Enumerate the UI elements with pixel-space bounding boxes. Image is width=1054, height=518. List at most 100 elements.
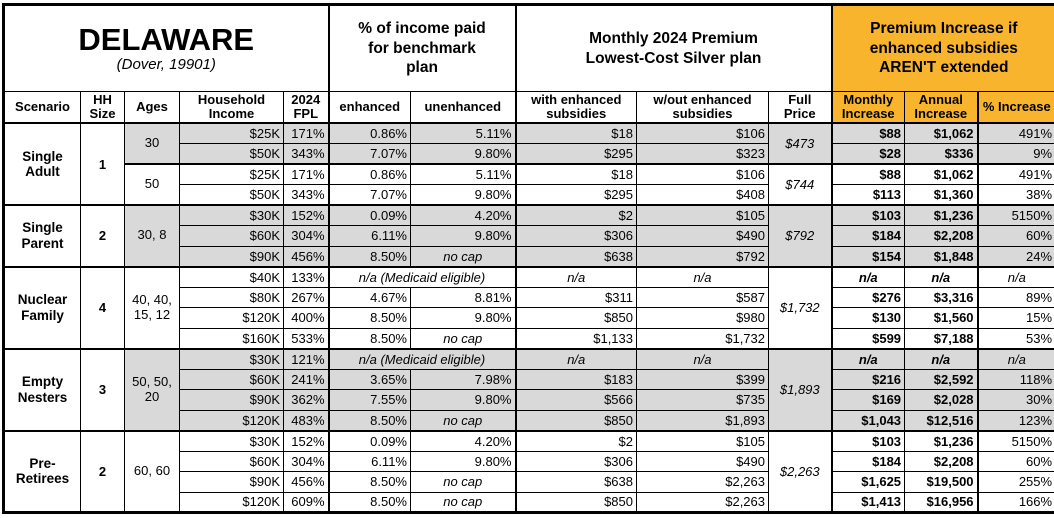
cell-enhanced: 8.50% bbox=[329, 492, 411, 513]
cell-income: $60K bbox=[180, 451, 284, 472]
cell-fpl: 400% bbox=[284, 308, 329, 329]
cell-pct-increase: 24% bbox=[978, 246, 1054, 267]
cell-pct-increase: 255% bbox=[978, 472, 1054, 493]
cell-ages: 30, 8 bbox=[125, 205, 180, 267]
cell-income: $120K bbox=[180, 308, 284, 329]
cell-full-price: $473 bbox=[769, 123, 832, 164]
col-hh-size: HH Size bbox=[81, 92, 125, 124]
cell-fpl: 456% bbox=[284, 246, 329, 267]
table-row: 50 $25K 171% 0.86% 5.11% $18 $106 $744 $… bbox=[4, 164, 1054, 185]
cell-ages: 30 bbox=[125, 123, 180, 164]
cell-without-subsidies: $106 bbox=[637, 164, 769, 185]
cell-income: $80K bbox=[180, 287, 284, 308]
cell-scenario: Empty Nesters bbox=[4, 349, 81, 431]
cell-unenhanced: 9.80% bbox=[411, 226, 516, 247]
cell-annual-increase: $1,062 bbox=[905, 123, 978, 144]
cell-pct-increase: 38% bbox=[978, 185, 1054, 206]
cell-pct-increase: 123% bbox=[978, 410, 1054, 431]
cell-with-subsidies: $295 bbox=[516, 144, 637, 165]
cell-with-subsidies: $18 bbox=[516, 164, 637, 185]
cell-without-subsidies: $735 bbox=[637, 390, 769, 411]
cell-with-subsidies: $2 bbox=[516, 205, 637, 226]
cell-hh-size: 3 bbox=[81, 349, 125, 431]
cell-scenario: Pre-Retirees bbox=[4, 431, 81, 513]
cell-pct-increase: 5150% bbox=[978, 431, 1054, 452]
cell-unenhanced: 4.20% bbox=[411, 205, 516, 226]
cell-fpl: 483% bbox=[284, 410, 329, 431]
cell-with-subsidies: $306 bbox=[516, 451, 637, 472]
group-single-adult: Single Adult 1 30 $25K 171% 0.86% 5.11% … bbox=[4, 123, 1054, 205]
cell-annual-increase: $1,360 bbox=[905, 185, 978, 206]
cell-unenhanced: no cap bbox=[411, 472, 516, 493]
col-pct-increase: % Increase bbox=[978, 92, 1054, 124]
cell-monthly-increase: $599 bbox=[832, 328, 905, 349]
cell-without-subsidies: $792 bbox=[637, 246, 769, 267]
cell-with-subsidies: $306 bbox=[516, 226, 637, 247]
cell-income: $30K bbox=[180, 431, 284, 452]
cell-pct-increase: 9% bbox=[978, 144, 1054, 165]
cell-fpl: 152% bbox=[284, 431, 329, 452]
cell-annual-increase: $19,500 bbox=[905, 472, 978, 493]
col-scenario: Scenario bbox=[4, 92, 81, 124]
state-banner: DELAWARE (Dover, 19901) bbox=[4, 5, 329, 92]
state-title: DELAWARE bbox=[7, 24, 326, 57]
cell-enhanced: 0.09% bbox=[329, 431, 411, 452]
cell-pct-increase: n/a bbox=[978, 349, 1054, 370]
cell-without-subsidies: n/a bbox=[637, 267, 769, 288]
cell-full-price: $744 bbox=[769, 164, 832, 205]
table-row: Single Parent 2 30, 8 $30K 152% 0.09% 4.… bbox=[4, 205, 1054, 226]
cell-without-subsidies: $490 bbox=[637, 451, 769, 472]
cell-income: $90K bbox=[180, 472, 284, 493]
cell-enhanced: 7.07% bbox=[329, 144, 411, 165]
cell-monthly-increase: $184 bbox=[832, 226, 905, 247]
state-subtitle: (Dover, 19901) bbox=[7, 56, 326, 73]
section-benchmark: % of income paid for benchmark plan bbox=[329, 5, 516, 92]
cell-enhanced: 7.55% bbox=[329, 390, 411, 411]
cell-fpl: 304% bbox=[284, 226, 329, 247]
cell-without-subsidies: $2,263 bbox=[637, 472, 769, 493]
cell-pct-increase: 60% bbox=[978, 226, 1054, 247]
cell-unenhanced: no cap bbox=[411, 492, 516, 513]
cell-monthly-increase: $103 bbox=[832, 431, 905, 452]
section-benchmark-label: % of income paid for benchmark plan bbox=[357, 19, 487, 77]
cell-income: $25K bbox=[180, 123, 284, 144]
col-full-price: Full Price bbox=[769, 92, 832, 124]
cell-fpl: 304% bbox=[284, 451, 329, 472]
cell-enhanced: 7.07% bbox=[329, 185, 411, 206]
cell-enhanced: 6.11% bbox=[329, 226, 411, 247]
cell-annual-increase: $2,208 bbox=[905, 451, 978, 472]
cell-monthly-increase: $216 bbox=[832, 369, 905, 390]
col-annual-increase: Annual Increase bbox=[905, 92, 978, 124]
cell-annual-increase: n/a bbox=[905, 349, 978, 370]
cell-without-subsidies: $408 bbox=[637, 185, 769, 206]
cell-scenario: Single Adult bbox=[4, 123, 81, 205]
cell-annual-increase: $1,236 bbox=[905, 205, 978, 226]
cell-fpl: 171% bbox=[284, 164, 329, 185]
cell-enhanced: 6.11% bbox=[329, 451, 411, 472]
cell-with-subsidies: $311 bbox=[516, 287, 637, 308]
cell-annual-increase: $12,516 bbox=[905, 410, 978, 431]
cell-fpl: 152% bbox=[284, 205, 329, 226]
col-ages: Ages bbox=[125, 92, 180, 124]
cell-enhanced: 8.50% bbox=[329, 472, 411, 493]
cell-enhanced: 3.65% bbox=[329, 369, 411, 390]
group-single-parent: Single Parent 2 30, 8 $30K 152% 0.09% 4.… bbox=[4, 205, 1054, 267]
cell-enhanced: 0.86% bbox=[329, 123, 411, 144]
cell-monthly-increase: $169 bbox=[832, 390, 905, 411]
cell-annual-increase: $1,236 bbox=[905, 431, 978, 452]
cell-with-subsidies: $295 bbox=[516, 185, 637, 206]
cell-monthly-increase: $154 bbox=[832, 246, 905, 267]
cell-without-subsidies: n/a bbox=[637, 349, 769, 370]
cell-with-subsidies: $850 bbox=[516, 492, 637, 513]
col-enhanced: enhanced bbox=[329, 92, 411, 124]
section-premium-label: Monthly 2024 Premium Lowest-Cost Silver … bbox=[574, 29, 774, 68]
cell-unenhanced: no cap bbox=[411, 246, 516, 267]
cell-income: $160K bbox=[180, 328, 284, 349]
cell-annual-increase: $16,956 bbox=[905, 492, 978, 513]
col-with-subsidies: with enhanced subsidies bbox=[516, 92, 637, 124]
cell-ages: 50 bbox=[125, 164, 180, 205]
cell-medicaid-note: n/a (Medicaid eligible) bbox=[329, 267, 516, 288]
cell-with-subsidies: $566 bbox=[516, 390, 637, 411]
cell-without-subsidies: $105 bbox=[637, 431, 769, 452]
cell-pct-increase: 53% bbox=[978, 328, 1054, 349]
